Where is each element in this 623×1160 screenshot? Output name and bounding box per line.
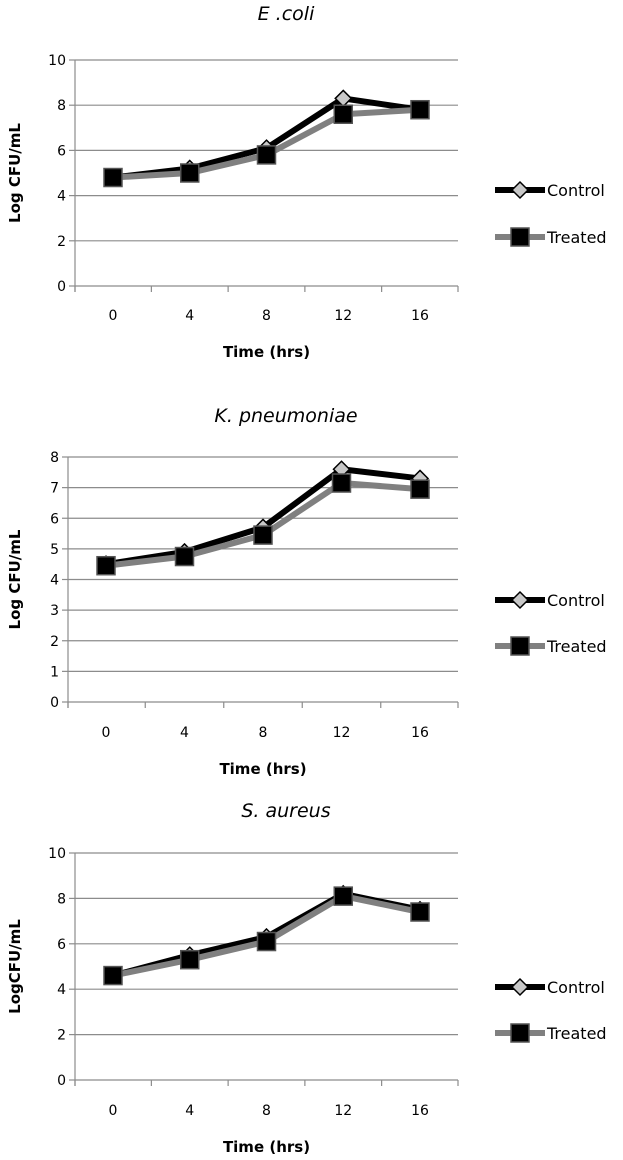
x-tick-label: 8	[259, 725, 268, 741]
legend-marker-treated	[510, 227, 530, 247]
y-tick-label: 8	[50, 450, 59, 466]
data-point-treated	[103, 167, 123, 188]
data-point-treated	[333, 886, 353, 906]
x-tick-label: 4	[185, 1103, 194, 1119]
legend-marker-control	[510, 590, 530, 610]
y-tick-label: 8	[57, 891, 66, 907]
legend-label-treated: Treated	[546, 1024, 607, 1043]
y-tick-label: 3	[50, 603, 59, 619]
y-axis-label: LogCFU/mL	[6, 919, 24, 1014]
legend-label-treated: Treated	[546, 228, 607, 247]
y-axis-label: Log CFU/mL	[6, 123, 24, 223]
y-tick-label: 5	[50, 542, 59, 558]
data-point-treated	[96, 555, 116, 576]
x-tick-label: 16	[411, 725, 429, 741]
x-tick-label: 16	[411, 308, 429, 324]
chart-title: E .coli	[258, 3, 315, 25]
y-tick-label: 2	[50, 634, 59, 650]
chart-panel-3: S. aureus 0 2 4 6 8 10 0 4 8 12 16 Time (hrs) LogCFU/…	[6, 800, 607, 1156]
data-point-treated	[103, 965, 123, 986]
data-point-treated	[410, 479, 430, 499]
data-point-treated	[256, 931, 277, 952]
data-point-treated	[256, 145, 277, 165]
y-tick-label: 4	[57, 189, 66, 205]
legend-label-control: Control	[547, 591, 605, 610]
x-tick-label: 4	[185, 308, 194, 324]
y-tick-label: 6	[50, 511, 59, 527]
legend-label-treated: Treated	[546, 637, 607, 656]
y-tick-label: 4	[50, 573, 59, 589]
y-tick-label: 0	[50, 695, 59, 711]
y-tick-label: 10	[48, 846, 66, 862]
x-axis-label: Time (hrs)	[219, 760, 306, 778]
y-axis-label: Log CFU/mL	[6, 529, 24, 629]
y-tick-label: 0	[57, 1073, 66, 1089]
y-tick-label: 10	[48, 53, 66, 69]
data-point-treated	[410, 99, 430, 120]
x-tick-label: 0	[102, 725, 111, 741]
y-tick-label: 4	[57, 982, 66, 998]
data-point-treated	[180, 163, 200, 183]
data-point-treated	[253, 525, 273, 545]
y-tick-label: 8	[57, 98, 66, 114]
y-tick-label: 6	[57, 143, 66, 159]
y-tick-label: 2	[57, 1028, 66, 1044]
legend-marker-control	[510, 180, 530, 200]
x-tick-label: 4	[180, 725, 189, 741]
legend-marker-control	[510, 977, 530, 997]
x-tick-label: 16	[411, 1103, 429, 1119]
x-tick-label: 0	[109, 1103, 118, 1119]
chart-panel-1: E .coli 0 2 4 6 8 10 0 4 8 12 16 Time (hrs) Log CFU/m…	[6, 3, 607, 361]
x-tick-label: 12	[334, 308, 352, 324]
x-axis-label: Time (hrs)	[223, 1138, 310, 1156]
legend-label-control: Control	[547, 181, 605, 200]
data-point-treated	[331, 473, 352, 493]
data-point-treated	[410, 902, 430, 922]
y-tick-label: 0	[57, 279, 66, 295]
chart-title: S. aureus	[241, 800, 330, 822]
y-tick-label: 2	[57, 234, 66, 250]
x-tick-label: 12	[334, 1103, 352, 1119]
x-tick-label: 8	[262, 308, 271, 324]
x-tick-label: 8	[262, 1103, 271, 1119]
y-tick-label: 7	[50, 481, 59, 497]
data-point-treated	[180, 949, 200, 970]
x-axis-label: Time (hrs)	[223, 343, 310, 361]
legend-label-control: Control	[547, 978, 605, 997]
x-tick-label: 12	[333, 725, 351, 741]
data-point-treated	[333, 104, 353, 124]
y-tick-label: 1	[50, 664, 59, 680]
x-tick-label: 0	[109, 308, 118, 324]
legend-marker-treated	[510, 636, 530, 656]
chart-title: K. pneumoniae	[214, 405, 357, 427]
y-tick-label: 6	[57, 937, 66, 953]
legend-marker-treated	[510, 1023, 530, 1043]
data-point-treated	[174, 546, 195, 567]
